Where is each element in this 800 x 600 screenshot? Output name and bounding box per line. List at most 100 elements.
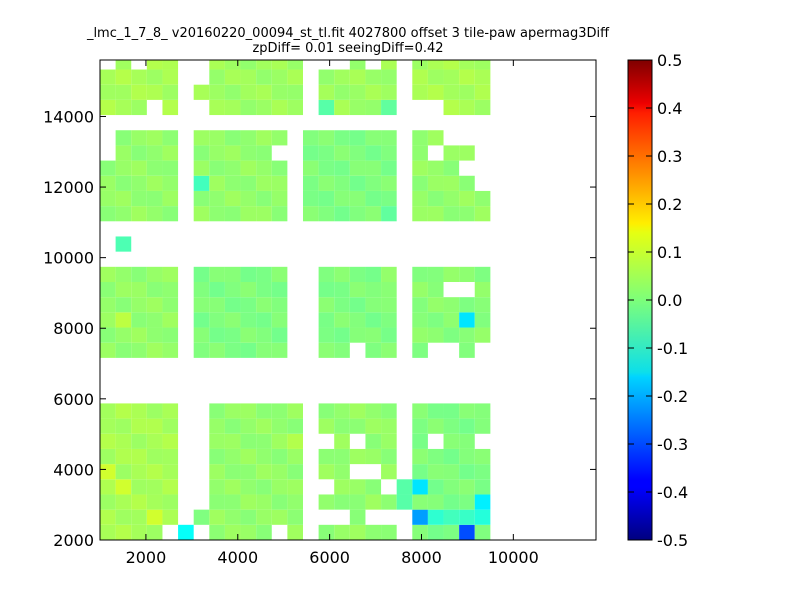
heatmap-cell <box>240 312 257 328</box>
heatmap-cell <box>412 297 428 313</box>
heatmap-cell <box>443 190 460 207</box>
heatmap-cell <box>209 464 225 480</box>
heatmap-cell <box>240 175 257 191</box>
heatmap-cell <box>146 509 163 525</box>
heatmap-cell <box>381 494 397 510</box>
heatmap-cell <box>162 130 179 146</box>
heatmap-cell <box>146 60 163 70</box>
heatmap-cell <box>271 327 288 343</box>
heatmap-cell <box>287 418 303 434</box>
heatmap-cell <box>115 60 132 70</box>
heatmap-cell <box>240 448 257 465</box>
heatmap-cell <box>474 266 491 282</box>
heatmap-cell <box>427 327 444 343</box>
heatmap-cell <box>271 342 288 358</box>
heatmap-cell <box>209 190 225 207</box>
heatmap-cell <box>427 479 444 495</box>
heatmap-cell <box>334 342 350 358</box>
heatmap-cell <box>131 509 147 525</box>
heatmap-cell <box>100 433 116 449</box>
heatmap-cell <box>115 494 132 510</box>
heatmap-cell <box>271 297 288 313</box>
heatmap-cell <box>287 524 303 540</box>
heatmap-cell <box>443 464 460 480</box>
heatmap-cell <box>224 84 241 100</box>
heatmap-cell <box>100 206 116 222</box>
heatmap-cell <box>131 282 147 298</box>
heatmap-cell <box>162 206 179 222</box>
heatmap-cell <box>240 403 257 419</box>
heatmap-cell <box>412 266 428 282</box>
heatmap-cell <box>443 84 460 100</box>
y-tick-label: 4000 <box>53 460 94 479</box>
heatmap-cell <box>256 464 272 480</box>
heatmap-cell <box>365 69 382 85</box>
heatmap-cell <box>427 282 444 298</box>
heatmap-cell <box>100 342 116 358</box>
heatmap-cell <box>474 99 491 116</box>
heatmap-cell <box>474 282 491 298</box>
heatmap-cell <box>412 494 428 510</box>
heatmap-cell <box>443 403 460 419</box>
heatmap-cell <box>146 418 163 434</box>
heatmap-cell <box>224 403 241 419</box>
heatmap-cell <box>381 206 397 222</box>
heatmap-cell <box>131 99 147 116</box>
heatmap-cell <box>131 297 147 313</box>
heatmap-cell <box>162 403 179 419</box>
heatmap-cell <box>381 69 397 85</box>
x-tick-label: 8000 <box>401 548 442 567</box>
heatmap-cell <box>443 418 460 434</box>
heatmap-cell <box>131 327 147 343</box>
heatmap-cell <box>271 130 288 146</box>
heatmap-cell <box>318 524 335 540</box>
heatmap-cell <box>115 160 132 176</box>
heatmap-cell <box>381 297 397 313</box>
heatmap-cell <box>100 509 116 525</box>
heatmap-cell <box>162 145 179 161</box>
heatmap-cell <box>224 266 241 282</box>
heatmap-cell <box>287 403 303 419</box>
x-tick-label: 6000 <box>309 548 350 567</box>
heatmap-cell <box>271 448 288 465</box>
heatmap-cell <box>224 160 241 176</box>
heatmap-cell <box>256 312 272 328</box>
heatmap-cell <box>381 145 397 161</box>
heatmap-cell <box>349 190 366 207</box>
heatmap-cell <box>146 206 163 222</box>
heatmap-cell <box>162 266 179 282</box>
heatmap-cell <box>334 84 350 100</box>
heatmap-cell <box>209 433 225 449</box>
plot-area-frame <box>99 59 597 541</box>
heatmap-cell <box>318 342 335 358</box>
heatmap-cell <box>256 266 272 282</box>
heatmap-cell <box>271 403 288 419</box>
heatmap-cell <box>224 175 241 191</box>
heatmap-cell <box>365 479 382 495</box>
heatmap-cell <box>412 175 428 191</box>
heatmap-cell <box>443 99 460 116</box>
heatmap-cell <box>349 403 366 419</box>
heatmap-cell <box>100 190 116 207</box>
heatmap-cell <box>162 175 179 191</box>
heatmap-cell <box>459 448 475 465</box>
heatmap-cell <box>256 297 272 313</box>
heatmap-cell <box>115 282 132 298</box>
heatmap-cell <box>302 160 319 176</box>
heatmap-cell <box>287 84 303 100</box>
heatmap-cell <box>115 312 132 328</box>
heatmap-cell <box>381 312 397 328</box>
heatmap-cell <box>271 418 288 434</box>
heatmap-cell <box>381 403 397 419</box>
heatmap-cell <box>209 494 225 510</box>
heatmap-cell <box>412 190 428 207</box>
heatmap-cell <box>271 509 288 525</box>
heatmap-cell <box>412 84 428 100</box>
heatmap-cell <box>100 479 116 495</box>
heatmap-cell <box>131 464 147 480</box>
heatmap-cell <box>100 266 116 282</box>
heatmap-cell <box>365 494 382 510</box>
heatmap-cell <box>146 69 163 85</box>
heatmap-cell <box>162 494 179 510</box>
heatmap-cell <box>334 175 350 191</box>
